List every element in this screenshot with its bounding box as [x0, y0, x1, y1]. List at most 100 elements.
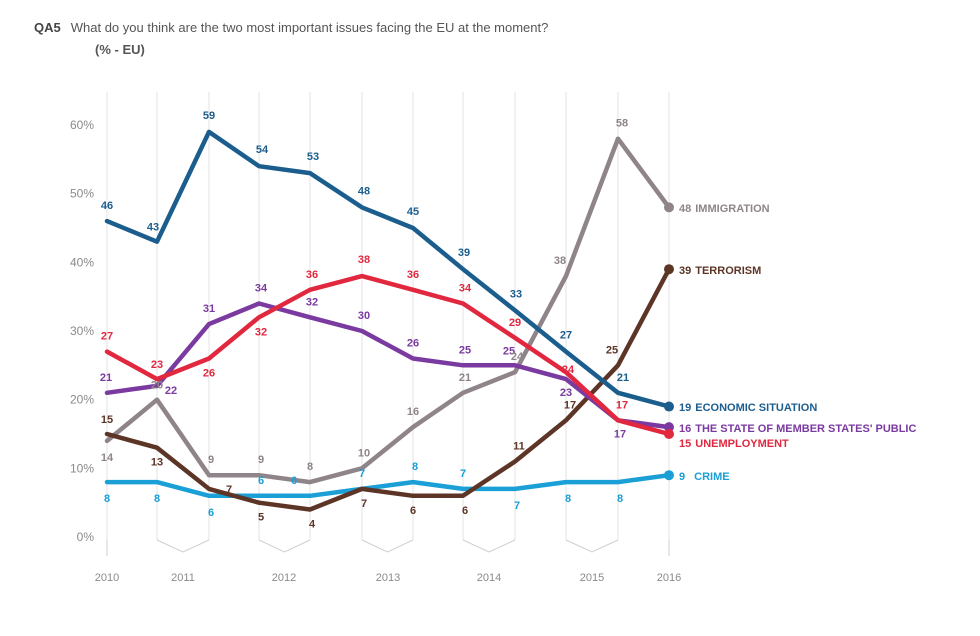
data-label: 8: [104, 493, 110, 505]
data-label: 6: [258, 475, 264, 487]
y-tick-label: 20%: [70, 393, 94, 407]
y-tick-label: 10%: [70, 461, 94, 475]
series-line: [104, 301, 672, 430]
data-label: 34: [255, 283, 268, 295]
chart-header: QA5 What do you think are the two most im…: [34, 20, 549, 57]
series-name: ECONOMIC SITUATION: [695, 402, 817, 414]
data-label: 21: [100, 372, 112, 384]
y-tick-label: 60%: [70, 118, 94, 132]
end-value: 16: [679, 423, 691, 435]
data-label: 24: [511, 351, 524, 363]
data-label: 38: [358, 254, 370, 266]
data-label: 6: [291, 475, 297, 487]
data-label: 21: [617, 372, 629, 384]
y-tick-label: 0%: [77, 530, 95, 544]
end-value: 15: [679, 438, 691, 450]
series-end-label: 9 CRIME: [679, 471, 730, 483]
data-label: 14: [101, 452, 114, 464]
question-text: What do you think are the two most impor…: [70, 20, 549, 35]
data-label: 7: [359, 468, 365, 480]
year-bracket-0: [156, 539, 210, 553]
end-value: 9: [679, 471, 685, 483]
data-label: 13: [151, 457, 163, 469]
data-label: 25: [606, 344, 618, 356]
series-end-label: 48 IMMIGRATION: [679, 203, 770, 215]
data-label: 53: [307, 151, 319, 163]
data-label: 27: [101, 331, 113, 343]
x-tick-label: 2012: [272, 572, 296, 584]
series-end-label: 15 UNEMPLOYMENT: [679, 438, 789, 450]
data-label: 6: [410, 505, 416, 517]
data-label: 7: [514, 500, 520, 512]
data-label: 9: [208, 454, 214, 466]
series-end-marker: [664, 202, 674, 213]
data-label: 43: [147, 222, 159, 234]
data-label: 30: [358, 310, 370, 322]
data-label: 33: [510, 288, 522, 300]
data-label: 8: [307, 461, 313, 473]
series-line: [104, 472, 672, 499]
data-label: 34: [459, 283, 472, 295]
x-tick-label: 2011: [171, 572, 195, 584]
data-label: 20: [151, 380, 163, 392]
data-label: 8: [617, 493, 623, 505]
data-label: 58: [616, 118, 628, 130]
data-label: 17: [614, 428, 626, 440]
question-code: QA5: [34, 20, 61, 35]
series-name: THE STATE OF MEMBER STATES' PUBLIC: [695, 423, 916, 435]
series-name: UNEMPLOYMENT: [695, 438, 789, 450]
end-value: 19: [679, 402, 691, 414]
series-end-marker: [664, 401, 674, 412]
series-end-label: 39 TERRORISM: [679, 265, 761, 277]
data-label: 17: [564, 399, 576, 411]
data-label: 27: [560, 330, 572, 342]
end-value: 39: [679, 265, 691, 277]
data-label: 7: [460, 468, 466, 480]
data-label: 4: [309, 519, 316, 531]
data-label: 54: [256, 144, 269, 156]
year-bracket-3: [462, 539, 516, 553]
data-label: 6: [208, 507, 214, 519]
y-tick-label: 30%: [70, 324, 94, 338]
series-line: [104, 136, 672, 485]
data-label: 5: [258, 512, 264, 524]
x-tick-label: 2013: [376, 572, 400, 584]
data-label: 25: [459, 344, 471, 356]
data-label: 8: [412, 461, 418, 473]
unit-label: (% - EU): [95, 42, 145, 57]
data-label: 46: [101, 200, 113, 212]
data-label: 45: [407, 206, 419, 218]
data-label: 48: [358, 185, 370, 197]
year-bracket-1: [258, 539, 311, 553]
data-label: 26: [407, 337, 419, 349]
year-bracket-4: [565, 539, 619, 553]
data-label: 15: [101, 414, 113, 426]
data-label: 6: [462, 505, 468, 517]
data-label: 16: [407, 406, 419, 418]
series-line: [104, 273, 672, 437]
data-label: 22: [165, 385, 177, 397]
data-label: 23: [151, 359, 163, 371]
data-label: 39: [458, 247, 470, 259]
x-tick-label: 2014: [477, 572, 501, 584]
y-tick-label: 50%: [70, 187, 94, 201]
series-end-marker: [664, 470, 674, 481]
data-label: 36: [306, 269, 318, 281]
data-label: 11: [513, 440, 525, 452]
data-label: 21: [459, 372, 471, 384]
data-label: 25: [503, 345, 515, 357]
series-line: [104, 129, 672, 409]
series-end-label: 19 ECONOMIC SITUATION: [679, 402, 817, 414]
x-tick-label: 2016: [657, 572, 681, 584]
x-tick-label: 2010: [95, 572, 119, 584]
data-label: 32: [255, 326, 267, 338]
data-label: 10: [358, 447, 370, 459]
data-label: 24: [562, 364, 575, 376]
series-name: CRIME: [694, 471, 729, 483]
data-label: 36: [407, 269, 419, 281]
series-end-label: 16 THE STATE OF MEMBER STATES' PUBLIC: [679, 423, 916, 435]
series-end-marker: [664, 429, 674, 439]
data-label: 31: [203, 303, 215, 315]
series-end-marker: [664, 264, 674, 275]
data-label: 38: [554, 255, 566, 267]
